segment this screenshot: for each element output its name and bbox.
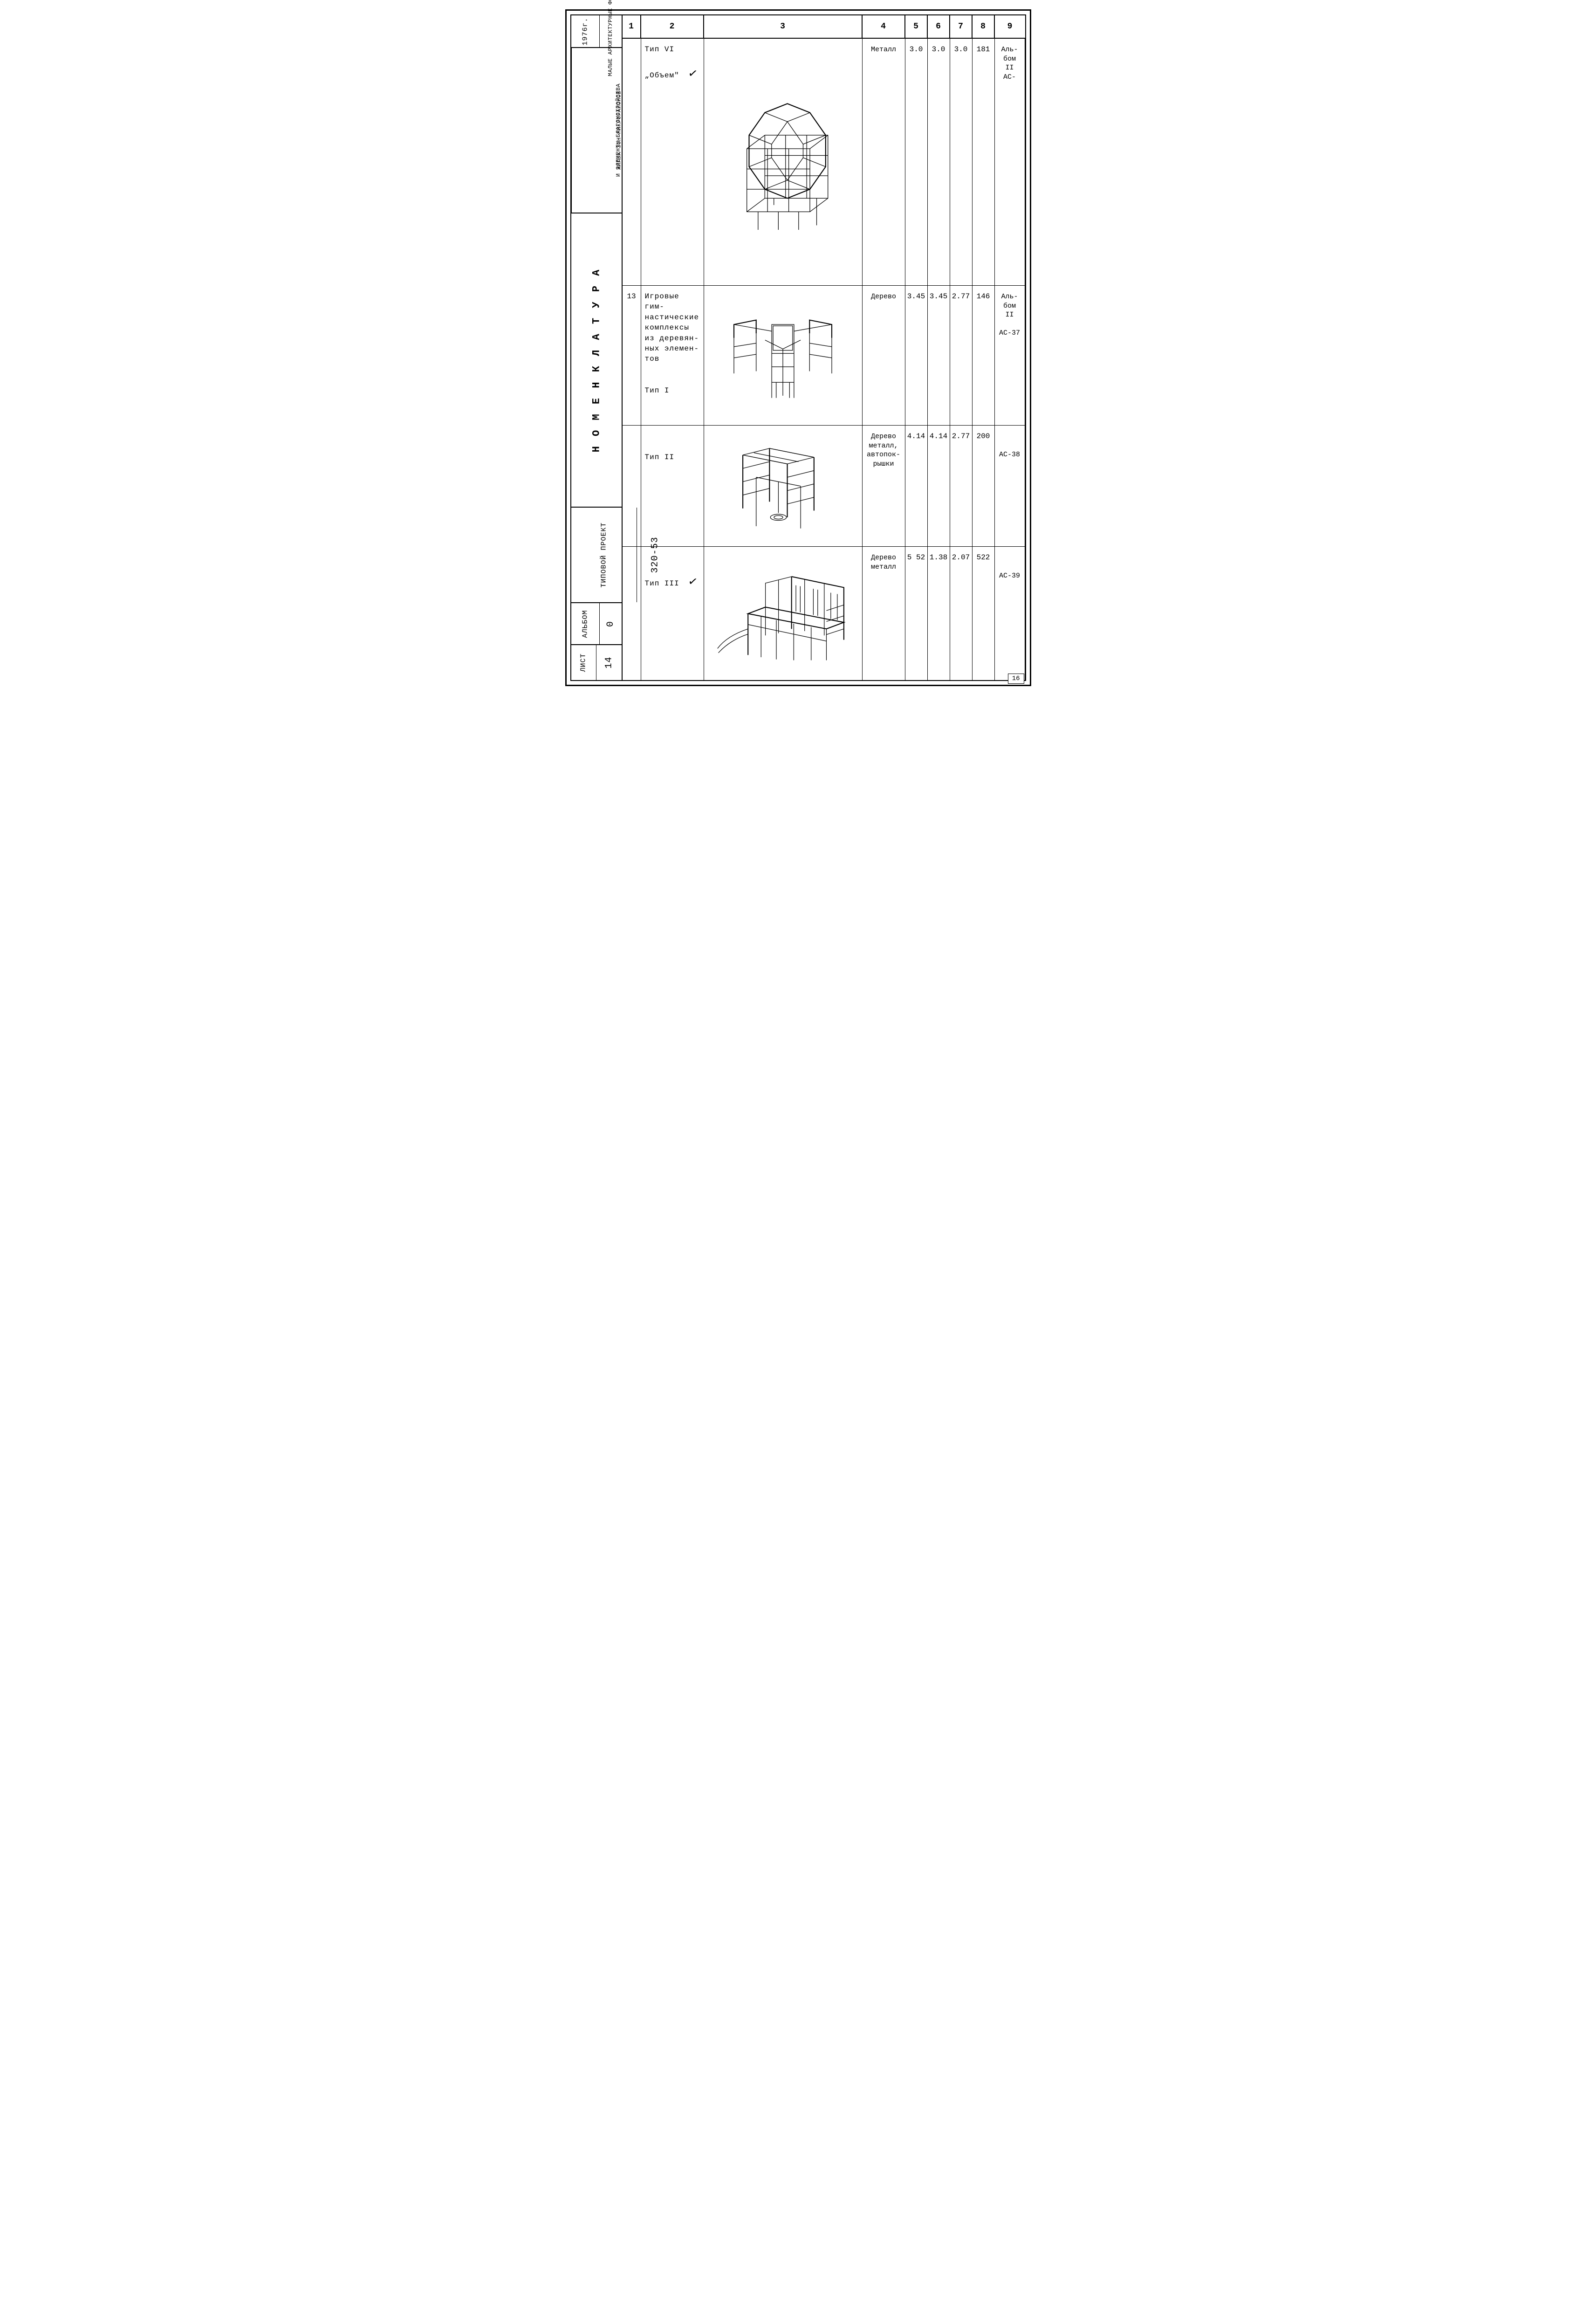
col-header: 4 <box>863 15 905 38</box>
tb-sheet-cell: ЛИСТ 14 <box>571 645 622 680</box>
row-value: 522 <box>973 547 995 680</box>
checkmark-icon: ✓ <box>687 573 699 592</box>
row-value: 5 52 <box>905 547 928 680</box>
row-material: Металл <box>863 39 905 285</box>
title-line3: ЖИЛЫХ ЗОН МИКРОРАЙОНОВ <box>616 91 622 170</box>
page-number-corner: 16 <box>1008 674 1024 684</box>
diagram-wood-cross <box>715 307 850 405</box>
tb-section-cell: Н О М Е Н К Л А Т У Р А <box>571 213 622 508</box>
table-row: 13Игровые гим-настическиекомплексыиз дер… <box>623 286 1025 426</box>
diagram-metal-dome <box>715 95 850 230</box>
row-material: Дерево <box>863 286 905 425</box>
tb-title-cell: И ЭЛЕМЕНТЫ БЛАГОУСТРОЙСТВА ЖИЛЫХ ЗОН МИК… <box>571 48 622 213</box>
row-diagram <box>704 39 863 285</box>
project-label: ТИПОВОЙ ПРОЕКТ <box>600 522 608 587</box>
row-value: 3.0 <box>905 39 928 285</box>
col-header: 8 <box>973 15 995 38</box>
row-index: 13 <box>623 286 641 425</box>
col-header: 1 <box>623 15 641 38</box>
col-header: 3 <box>704 15 863 38</box>
table-body: Тип VI „Объем" ✓ Металл3.03.03.0181Аль-б… <box>623 39 1025 680</box>
row-value: 181 <box>973 39 995 285</box>
row-reference: АС-38 <box>995 426 1025 546</box>
row-reference: Аль-бомII АС-37 <box>995 286 1025 425</box>
tb-year-cell: 1976г. МАЛЫЕ АРХИТЕКТУРНЫЕ ФОРМЫ <box>571 15 622 48</box>
row-reference: АС-39 <box>995 547 1025 680</box>
drawing-sheet: 1976г. МАЛЫЕ АРХИТЕКТУРНЫЕ ФОРМЫ И ЭЛЕМЕ… <box>565 9 1031 686</box>
album-label: АЛЬБОМ <box>581 610 589 638</box>
row-description: Игровые гим-настическиекомплексыиз дерев… <box>641 286 704 425</box>
row-diagram <box>704 286 863 425</box>
row-value: 3.45 <box>905 286 928 425</box>
row-value: 200 <box>973 426 995 546</box>
row-value: 4.14 <box>928 426 950 546</box>
row-value: 146 <box>973 286 995 425</box>
inner-area: 1976г. МАЛЫЕ АРХИТЕКТУРНЫЕ ФОРМЫ И ЭЛЕМЕ… <box>571 15 1025 680</box>
col-header: 7 <box>950 15 973 38</box>
row-diagram <box>704 547 863 680</box>
col-header: 5 <box>905 15 928 38</box>
main-table: 1 2 3 4 5 6 7 8 9 Тип VI „Объем" ✓ <box>623 15 1025 680</box>
tb-project-cell: ТИПОВОЙ ПРОЕКТ 320-53 <box>571 508 622 603</box>
table-row: Тип VI „Объем" ✓ Металл3.03.03.0181Аль-б… <box>623 39 1025 286</box>
row-material: Деревометалл <box>863 547 905 680</box>
album-num: 0 <box>605 620 616 626</box>
row-reference: Аль-бомIIАС- <box>995 39 1025 285</box>
section-label: Н О М Е Н К Л А Т У Р А <box>590 268 602 453</box>
diagram-wood-square <box>715 437 850 535</box>
sheet-num: 14 <box>603 656 614 668</box>
sheet-label: ЛИСТ <box>580 653 588 672</box>
row-value: 3.45 <box>928 286 950 425</box>
table-row: Тип III ✓ Деревометалл5 521.382.07522 АС… <box>623 547 1025 680</box>
col-header: 2 <box>641 15 704 38</box>
titleblock-column: 1976г. МАЛЫЕ АРХИТЕКТУРНЫЕ ФОРМЫ И ЭЛЕМЕ… <box>571 15 623 680</box>
checkmark-icon: ✓ <box>687 65 699 84</box>
year-label: 1976г. <box>581 17 589 45</box>
row-diagram <box>704 426 863 546</box>
project-num: 320-53 <box>650 537 660 573</box>
col-header: 6 <box>928 15 950 38</box>
row-value: 4.14 <box>905 426 928 546</box>
row-value: 1.38 <box>928 547 950 680</box>
row-material: Деревометалл, автопок-рышки <box>863 426 905 546</box>
diagram-wood-long <box>713 564 853 664</box>
row-value: 2.07 <box>950 547 973 680</box>
row-value: 2.77 <box>950 426 973 546</box>
table-row: Тип II Деревометалл, автопок-рышки4.144.… <box>623 426 1025 547</box>
row-value: 3.0 <box>928 39 950 285</box>
tb-album-cell: АЛЬБОМ 0 <box>571 603 622 645</box>
table-header-row: 1 2 3 4 5 6 7 8 9 <box>623 15 1025 39</box>
row-value: 2.77 <box>950 286 973 425</box>
row-value: 3.0 <box>950 39 973 285</box>
col-header: 9 <box>995 15 1025 38</box>
